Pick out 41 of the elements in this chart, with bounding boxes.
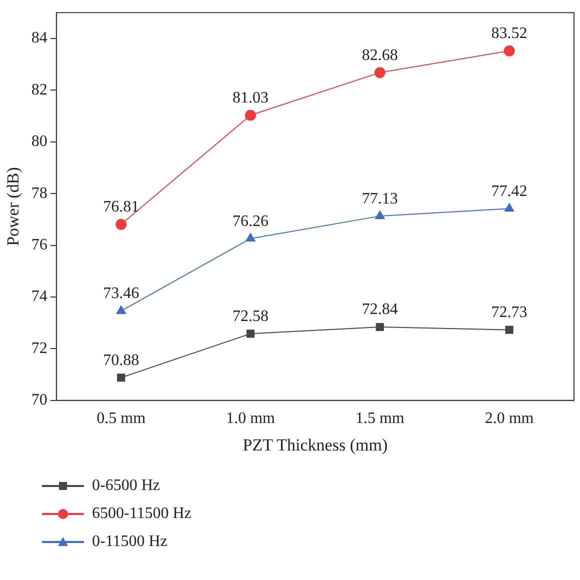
point xyxy=(504,45,515,56)
x-tick-label: 0.5 mm xyxy=(96,410,146,428)
data-label: 77.13 xyxy=(362,190,398,208)
data-label: 81.03 xyxy=(232,89,268,106)
data-label: 76.26 xyxy=(232,212,268,230)
y-tick-label: 72 xyxy=(31,340,48,357)
data-label: 72.84 xyxy=(362,301,398,318)
data-label: 76.81 xyxy=(103,198,140,216)
y-tick-label: 84 xyxy=(31,30,48,47)
x-tick-label: 1.0 mm xyxy=(226,410,276,428)
y-tick-label: 80 xyxy=(31,133,48,150)
point xyxy=(116,305,126,314)
x-axis-title: PZT Thickness (mm) xyxy=(242,435,388,454)
data-label: 77.42 xyxy=(491,182,528,200)
data-label: 70.88 xyxy=(103,352,140,369)
point xyxy=(116,218,127,230)
point xyxy=(505,326,514,334)
data-label: 73.46 xyxy=(103,285,140,302)
data-label: 72.58 xyxy=(232,308,268,325)
point xyxy=(504,203,514,212)
legend-label: 6500-11500 Hz xyxy=(92,505,192,523)
data-label: 72.73 xyxy=(491,304,528,322)
legend-label: 0-11500 Hz xyxy=(92,533,168,551)
point xyxy=(246,233,256,242)
point xyxy=(376,322,384,332)
data-label: 83.52 xyxy=(491,25,528,42)
point xyxy=(375,210,385,220)
y-tick-label: 70 xyxy=(31,392,48,409)
y-tick-label: 82 xyxy=(31,81,48,98)
x-tick-label: 2.0 mm xyxy=(484,410,534,428)
y-tick-label: 78 xyxy=(31,184,48,202)
point xyxy=(117,374,126,382)
y-tick-label: 76 xyxy=(31,236,48,254)
y-axis-title: Power (dB) xyxy=(4,167,23,246)
point xyxy=(374,67,386,78)
x-tick-label: 1.5 mm xyxy=(355,410,405,428)
legend-label: 0-6500 Hz xyxy=(92,477,160,495)
point xyxy=(246,330,255,338)
y-tick-label: 74 xyxy=(31,288,48,306)
point xyxy=(245,110,256,121)
data-label: 82.68 xyxy=(362,46,398,64)
